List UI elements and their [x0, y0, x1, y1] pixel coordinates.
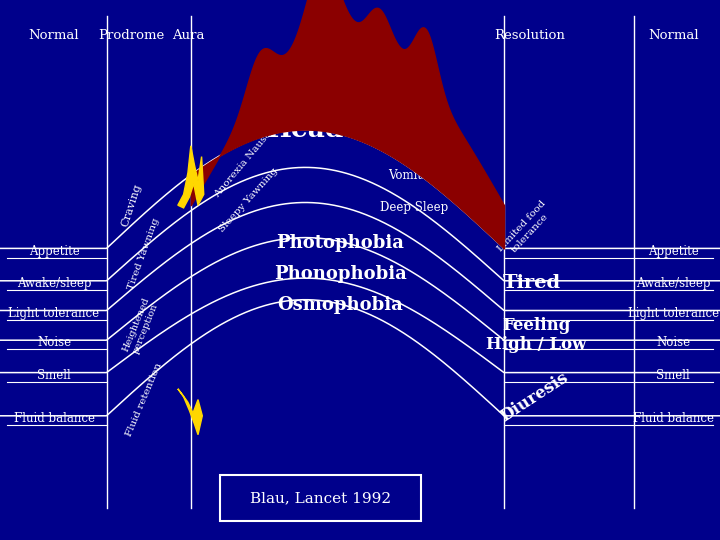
Text: Appetite: Appetite	[648, 245, 698, 258]
FancyBboxPatch shape	[220, 475, 421, 521]
Text: Feeling
High / Low: Feeling High / Low	[486, 316, 587, 353]
Text: Smell: Smell	[37, 369, 71, 382]
Text: Smell: Smell	[657, 369, 690, 382]
Text: Craving: Craving	[120, 183, 143, 228]
Text: Blau, Lancet 1992: Blau, Lancet 1992	[250, 491, 391, 505]
Text: Fluid balance: Fluid balance	[633, 412, 714, 425]
Text: Headache: Headache	[267, 117, 414, 142]
Text: Tired Yawning: Tired Yawning	[127, 217, 161, 291]
Text: Noise: Noise	[37, 336, 71, 349]
Text: Phonophobia: Phonophobia	[274, 265, 407, 283]
Text: Aura: Aura	[172, 29, 205, 42]
Text: Normal: Normal	[648, 29, 698, 42]
Text: Light tolerance: Light tolerance	[628, 307, 719, 320]
Text: Resolution: Resolution	[494, 29, 564, 42]
Text: Awake/sleep: Awake/sleep	[636, 277, 711, 290]
Text: Limited food
tolerance: Limited food tolerance	[496, 199, 555, 260]
Text: Anorexia Nausea: Anorexia Nausea	[212, 125, 277, 199]
Polygon shape	[178, 389, 202, 435]
Text: Awake/sleep: Awake/sleep	[17, 277, 91, 290]
Text: Prodrome: Prodrome	[99, 29, 165, 42]
Text: Appetite: Appetite	[29, 245, 79, 258]
Text: Vomiting: Vomiting	[387, 169, 441, 182]
Text: Fluid retention: Fluid retention	[125, 361, 163, 438]
Polygon shape	[178, 146, 204, 208]
Text: Photophobia: Photophobia	[276, 234, 405, 252]
Text: Fluid balance: Fluid balance	[14, 412, 94, 425]
Text: Heightened
perception: Heightened perception	[120, 296, 161, 357]
Text: Noise: Noise	[656, 336, 690, 349]
Text: Normal: Normal	[29, 29, 79, 42]
Text: Diuresis: Diuresis	[497, 369, 572, 425]
Text: Tired: Tired	[503, 274, 560, 292]
Text: Light tolerance: Light tolerance	[9, 307, 99, 320]
Text: Deep Sleep: Deep Sleep	[380, 201, 448, 214]
Text: Sleepy Yawning: Sleepy Yawning	[217, 166, 279, 234]
Text: Osmophobia: Osmophobia	[278, 296, 403, 314]
